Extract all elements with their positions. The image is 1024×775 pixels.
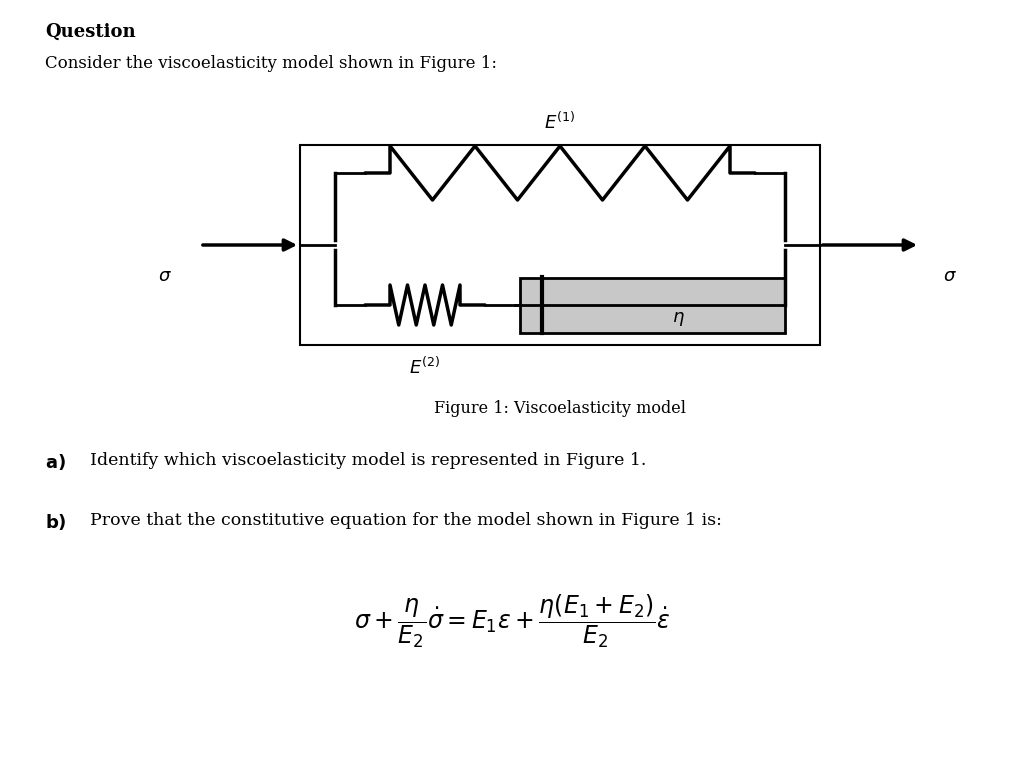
Bar (300, 145, 820, 345)
Text: $\sigma + \dfrac{\eta}{E_2}\dot{\sigma} = E_1\varepsilon + \dfrac{\eta(E_1 + E_2: $\sigma + \dfrac{\eta}{E_2}\dot{\sigma} … (353, 592, 671, 649)
Text: Consider the viscoelasticity model shown in Figure 1:: Consider the viscoelasticity model shown… (45, 55, 497, 72)
Text: $\sigma$: $\sigma$ (943, 267, 957, 285)
Text: $\bf{a)}$: $\bf{a)}$ (45, 452, 66, 472)
Text: $E^{(2)}$: $E^{(2)}$ (410, 357, 440, 378)
Text: Prove that the constitutive equation for the model shown in Figure 1 is:: Prove that the constitutive equation for… (90, 512, 722, 529)
Text: Question: Question (45, 23, 135, 41)
Bar (520, 277, 785, 332)
Text: Identify which viscoelasticity model is represented in Figure 1.: Identify which viscoelasticity model is … (90, 452, 646, 469)
Text: $\bf{b)}$: $\bf{b)}$ (45, 512, 67, 532)
Text: Figure 1: Viscoelasticity model: Figure 1: Viscoelasticity model (434, 400, 686, 417)
Text: $\eta$: $\eta$ (672, 310, 685, 328)
Text: $\sigma$: $\sigma$ (158, 267, 172, 285)
Text: $E^{(1)}$: $E^{(1)}$ (545, 112, 575, 133)
